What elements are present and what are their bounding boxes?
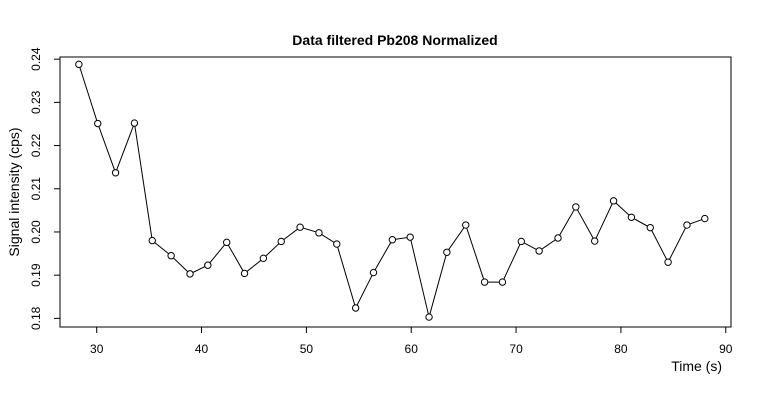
data-point <box>315 229 323 237</box>
data-points <box>75 60 709 321</box>
data-point <box>148 236 156 245</box>
data-point <box>277 237 285 246</box>
data-point <box>664 258 672 266</box>
x-tick-label: 90 <box>719 342 733 356</box>
data-point <box>627 213 636 221</box>
x-tick-label: 80 <box>614 342 628 356</box>
data-point <box>75 60 83 69</box>
data-point <box>572 203 580 211</box>
x-tick-label: 40 <box>195 342 209 356</box>
data-point <box>443 248 451 256</box>
data-point <box>683 221 691 229</box>
series-line <box>78 64 705 318</box>
data-point <box>425 313 433 321</box>
data-point <box>406 233 414 241</box>
x-axis: 30 40 50 60 70 80 90 <box>90 327 733 356</box>
data-point <box>130 119 139 127</box>
data-point <box>517 237 526 246</box>
data-point <box>94 119 102 128</box>
y-tick-label: 0.18 <box>29 306 43 330</box>
x-tick-label: 70 <box>509 342 523 356</box>
data-point <box>296 223 304 231</box>
data-point <box>240 269 249 278</box>
x-axis-label: Time (s) <box>671 358 722 374</box>
data-point <box>609 197 618 205</box>
data-point <box>223 238 231 247</box>
data-point <box>701 214 709 223</box>
chart-title: Data filtered Pb208 Normalized <box>292 32 497 48</box>
data-point <box>498 278 507 286</box>
plot-area <box>59 56 732 328</box>
data-point <box>259 254 268 263</box>
y-axis-label: Signal intensity (cps) <box>6 127 22 256</box>
data-point <box>111 169 120 177</box>
x-tick-label: 30 <box>90 342 104 356</box>
data-point <box>554 234 562 242</box>
y-tick-label: 0.23 <box>29 90 43 114</box>
data-point <box>369 268 378 277</box>
data-point <box>535 247 543 255</box>
y-axis: 0.18 0.19 0.20 0.21 0.22 0.23 0.24 <box>29 47 60 330</box>
data-point <box>333 240 341 248</box>
y-tick-label: 0.22 <box>29 134 43 158</box>
data-point <box>591 237 599 245</box>
x-tick-label: 50 <box>300 342 314 356</box>
y-tick-label: 0.24 <box>29 47 43 71</box>
y-tick-label: 0.21 <box>29 177 43 201</box>
data-point <box>388 236 397 244</box>
data-point <box>186 270 194 278</box>
data-point <box>167 252 175 260</box>
data-point <box>480 278 489 286</box>
data-point <box>462 221 470 229</box>
y-tick-label: 0.19 <box>29 263 43 287</box>
data-point <box>646 223 654 232</box>
x-tick-label: 60 <box>405 342 419 356</box>
data-point <box>351 304 360 312</box>
data-point <box>204 261 212 269</box>
y-tick-label: 0.20 <box>29 220 43 244</box>
